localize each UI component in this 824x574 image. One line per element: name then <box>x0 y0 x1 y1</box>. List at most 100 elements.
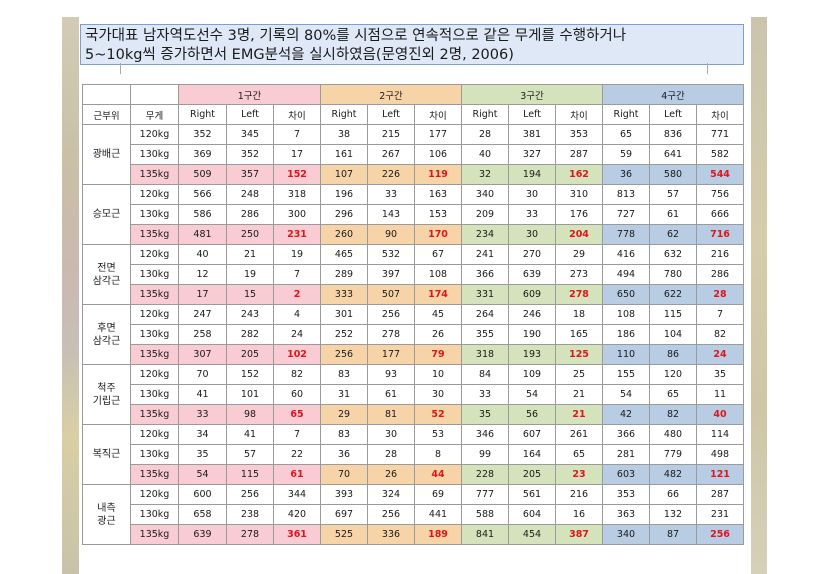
value-cell: 17 <box>178 284 227 305</box>
value-cell: 99 <box>461 444 509 465</box>
value-cell: 28 <box>367 444 415 465</box>
value-cell: 352 <box>178 124 227 145</box>
sub-column-header: Left <box>226 104 274 125</box>
value-cell: 174 <box>414 284 462 305</box>
value-cell: 81 <box>367 404 415 425</box>
value-cell: 102 <box>273 344 321 365</box>
value-cell: 204 <box>555 224 603 245</box>
value-cell: 25 <box>555 364 603 385</box>
value-cell: 205 <box>508 464 556 485</box>
value-cell: 641 <box>649 144 697 165</box>
weight-cell: 120kg <box>130 484 179 505</box>
value-cell: 194 <box>508 164 556 185</box>
value-cell: 205 <box>226 344 274 365</box>
value-cell: 697 <box>320 504 368 525</box>
value-cell: 30 <box>508 184 556 205</box>
table-row: 광배근 120kg 352 345 7 38 215 177 28 381 353 65 836 771 <box>82 124 744 185</box>
table-row: 130kg 258 282 24 252 278 26 355 190 165 186 104 82 <box>83 324 744 345</box>
muscle-name-part: 삼각근 <box>92 275 121 287</box>
value-cell: 286 <box>226 204 274 225</box>
table-row: 후면 삼각근 120kg 247 243 4 301 256 45 264 246 18 108 115 7 <box>82 304 744 365</box>
value-cell: 90 <box>367 224 415 245</box>
value-cell: 582 <box>696 144 744 165</box>
value-cell: 44 <box>414 464 462 485</box>
value-cell: 340 <box>602 524 650 545</box>
value-cell: 246 <box>508 304 556 325</box>
value-cell: 45 <box>414 304 462 325</box>
value-cell: 30 <box>367 424 415 445</box>
value-cell: 87 <box>649 524 697 545</box>
value-cell: 318 <box>461 344 509 365</box>
value-cell: 366 <box>602 424 650 445</box>
value-cell: 307 <box>178 344 227 365</box>
weight-cell: 135kg <box>130 464 179 485</box>
sub-column-header: 차이 <box>414 104 462 125</box>
value-cell: 104 <box>649 324 697 345</box>
value-cell: 30 <box>508 224 556 245</box>
value-cell: 106 <box>414 144 462 165</box>
value-cell: 480 <box>649 424 697 445</box>
muscle-name: 내측 광근 <box>82 484 131 545</box>
value-cell: 273 <box>555 264 603 285</box>
value-cell: 346 <box>461 424 509 445</box>
value-cell: 243 <box>226 304 274 325</box>
value-cell: 778 <box>602 224 650 245</box>
value-cell: 163 <box>414 184 462 205</box>
value-cell: 7 <box>273 124 321 145</box>
value-cell: 507 <box>367 284 415 305</box>
muscle-name-part: 척주 <box>97 382 116 394</box>
value-cell: 38 <box>320 124 368 145</box>
value-cell: 639 <box>508 264 556 285</box>
value-cell: 8 <box>414 444 462 465</box>
value-cell: 40 <box>461 144 509 165</box>
value-cell: 42 <box>602 404 650 425</box>
value-cell: 498 <box>696 444 744 465</box>
value-cell: 4 <box>273 304 321 325</box>
value-cell: 60 <box>273 384 321 405</box>
value-cell: 324 <box>367 484 415 505</box>
value-cell: 604 <box>508 504 556 525</box>
value-cell: 18 <box>555 304 603 325</box>
value-cell: 22 <box>273 444 321 465</box>
title-tick-left <box>120 63 121 74</box>
value-cell: 19 <box>226 264 274 285</box>
value-cell: 152 <box>273 164 321 185</box>
value-cell: 344 <box>273 484 321 505</box>
value-cell: 216 <box>696 244 744 265</box>
table-row: 복직근 120kg 34 41 7 83 30 53 346 607 261 366 480 114 <box>82 424 744 485</box>
value-cell: 83 <box>320 424 368 445</box>
value-cell: 189 <box>414 524 462 545</box>
value-cell: 813 <box>602 184 650 205</box>
right-decorative-strip <box>751 17 767 574</box>
value-cell: 226 <box>367 164 415 185</box>
value-cell: 544 <box>696 164 744 185</box>
value-cell: 82 <box>273 364 321 385</box>
weight-cell: 130kg <box>130 324 179 345</box>
value-cell: 301 <box>320 304 368 325</box>
muscle-name-part: 승모근 <box>92 209 121 220</box>
value-cell: 70 <box>320 464 368 485</box>
value-cell: 120 <box>649 364 697 385</box>
weight-cell: 130kg <box>130 204 179 225</box>
table-row: 내측 광근 120kg 600 256 344 393 324 69 777 561 216 353 66… <box>82 484 744 545</box>
value-cell: 67 <box>414 244 462 265</box>
value-cell: 61 <box>649 204 697 225</box>
weight-cell: 130kg <box>130 144 179 165</box>
weight-cell: 135kg <box>130 524 179 545</box>
value-cell: 115 <box>649 304 697 325</box>
value-cell: 2 <box>273 284 321 305</box>
value-cell: 666 <box>696 204 744 225</box>
value-cell: 65 <box>602 124 650 145</box>
value-cell: 186 <box>602 324 650 345</box>
value-cell: 270 <box>508 244 556 265</box>
value-cell: 54 <box>178 464 227 485</box>
value-cell: 62 <box>649 224 697 245</box>
value-cell: 33 <box>508 204 556 225</box>
sub-column-header: Left <box>649 104 697 125</box>
value-cell: 261 <box>555 424 603 445</box>
value-cell: 318 <box>273 184 321 205</box>
sub-column-header: Left <box>367 104 415 125</box>
muscle-name-part: 삼각근 <box>92 335 121 347</box>
value-cell: 310 <box>555 184 603 205</box>
weight-cell: 135kg <box>130 344 179 365</box>
